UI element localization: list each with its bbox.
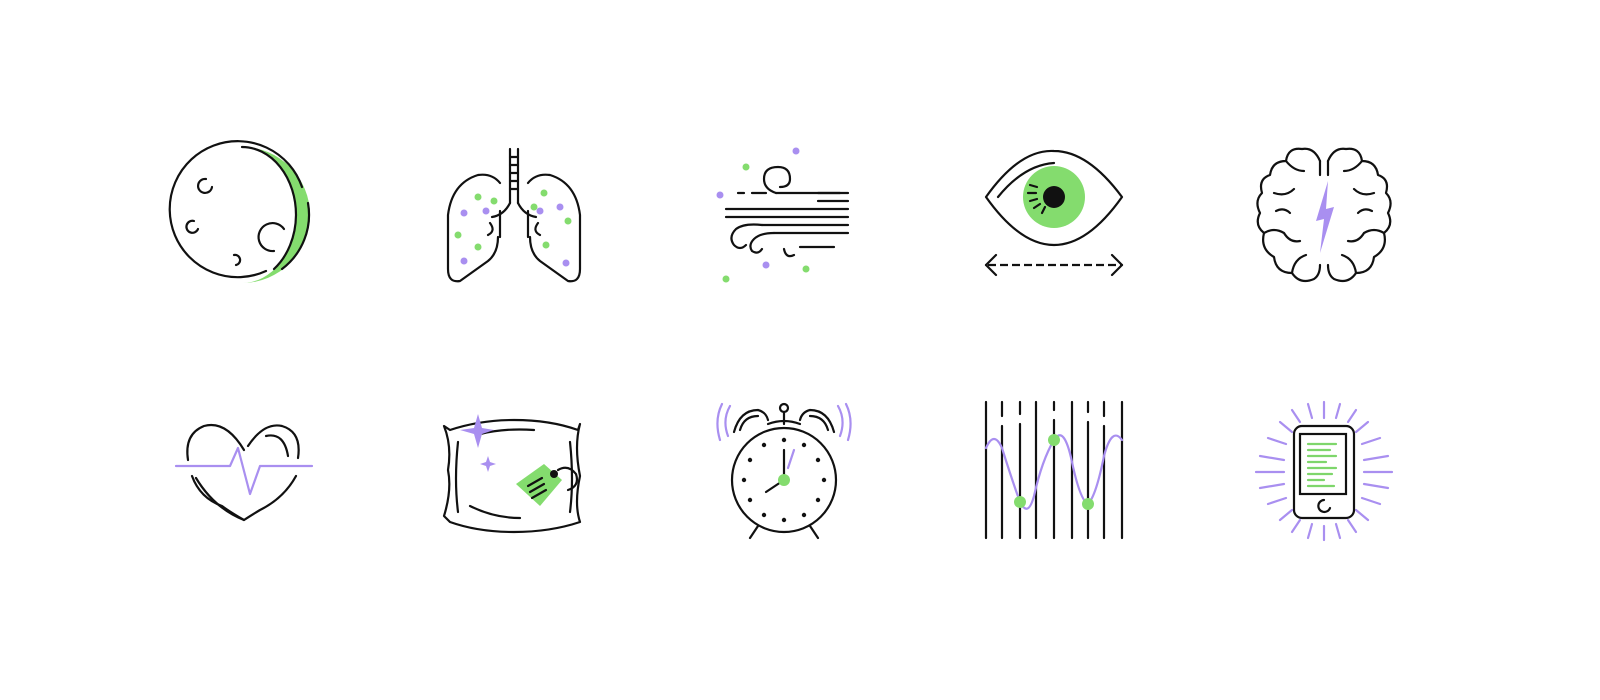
alarm-clock-icon [714,400,854,540]
eye-movement-icon [984,145,1124,285]
phone-glow-icon [1254,400,1394,542]
wind-icon [714,145,854,285]
heartbeat-icon [174,420,314,560]
crescent-moon-icon [168,140,314,285]
sleep-wave-icon [984,400,1124,540]
brain-lightning-icon [1254,145,1394,285]
pillow-tag-icon [442,414,584,560]
lungs-icon [444,145,584,285]
